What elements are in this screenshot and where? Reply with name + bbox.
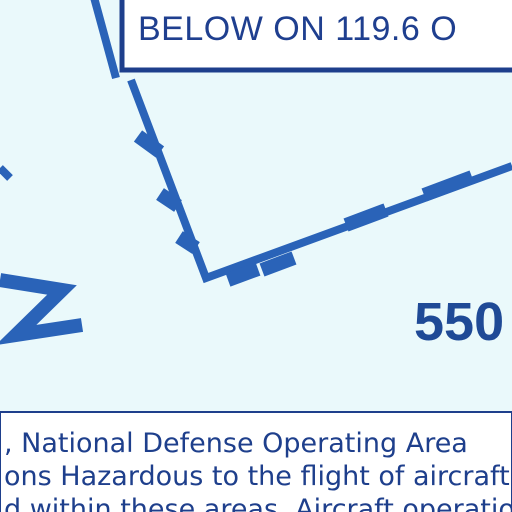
frequency-notice-box: BELOW ON 119.6 O xyxy=(119,0,512,73)
boundary-tick xyxy=(156,188,182,212)
boundary-segment-top xyxy=(90,0,120,80)
defense-area-notice: , National Defense Operating Area ons Ha… xyxy=(0,411,512,512)
notice-panel xyxy=(0,411,512,512)
boundary-tick xyxy=(225,262,261,287)
notice-line-3: d within these areas. Aircraft operatio xyxy=(4,494,512,512)
notice-line-2: ons Hazardous to the flight of aircraft xyxy=(4,461,510,492)
boundary-tick xyxy=(343,203,389,232)
left-edge-line xyxy=(0,165,13,181)
frequency-box-frame xyxy=(119,0,512,73)
airspace-boundary xyxy=(90,0,512,287)
boundary-tick xyxy=(259,251,297,277)
notice-line-1: , National Defense Operating Area xyxy=(4,428,468,459)
altitude-label: 550 xyxy=(414,292,504,352)
boundary-tick xyxy=(421,170,475,202)
boundary-ticks xyxy=(133,130,475,287)
boundary-tick xyxy=(175,231,200,254)
z-symbol-icon xyxy=(0,273,84,345)
frequency-box-text: BELOW ON 119.6 O xyxy=(138,10,457,48)
boundary-tick xyxy=(133,130,165,158)
